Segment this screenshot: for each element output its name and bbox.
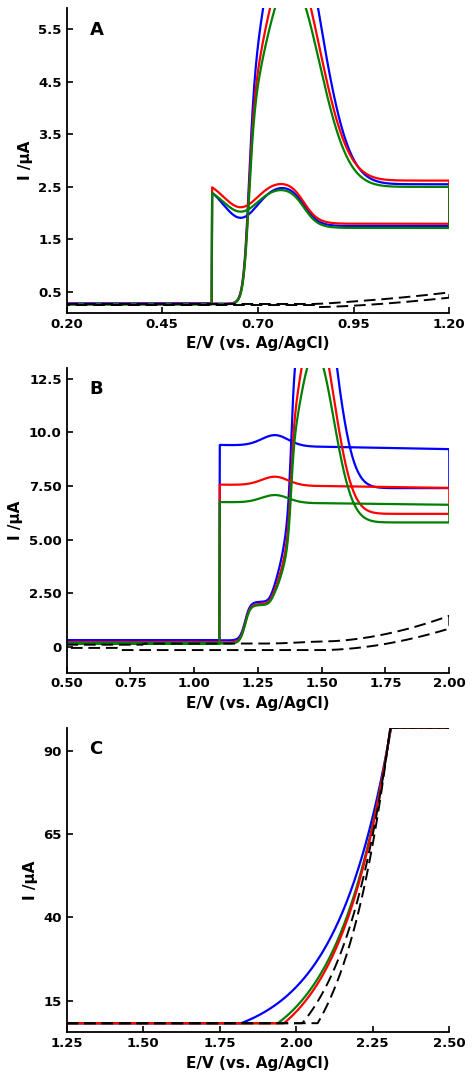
- Y-axis label: I /μA: I /μA: [18, 141, 33, 180]
- Text: A: A: [90, 21, 103, 39]
- Text: B: B: [90, 380, 103, 398]
- Y-axis label: I /μA: I /μA: [9, 501, 23, 540]
- X-axis label: E/V (vs. Ag/AgCl): E/V (vs. Ag/AgCl): [186, 696, 329, 711]
- Text: C: C: [90, 740, 103, 757]
- Y-axis label: I /μA: I /μA: [23, 860, 37, 900]
- X-axis label: E/V (vs. Ag/AgCl): E/V (vs. Ag/AgCl): [186, 337, 329, 352]
- X-axis label: E/V (vs. Ag/AgCl): E/V (vs. Ag/AgCl): [186, 1055, 329, 1070]
